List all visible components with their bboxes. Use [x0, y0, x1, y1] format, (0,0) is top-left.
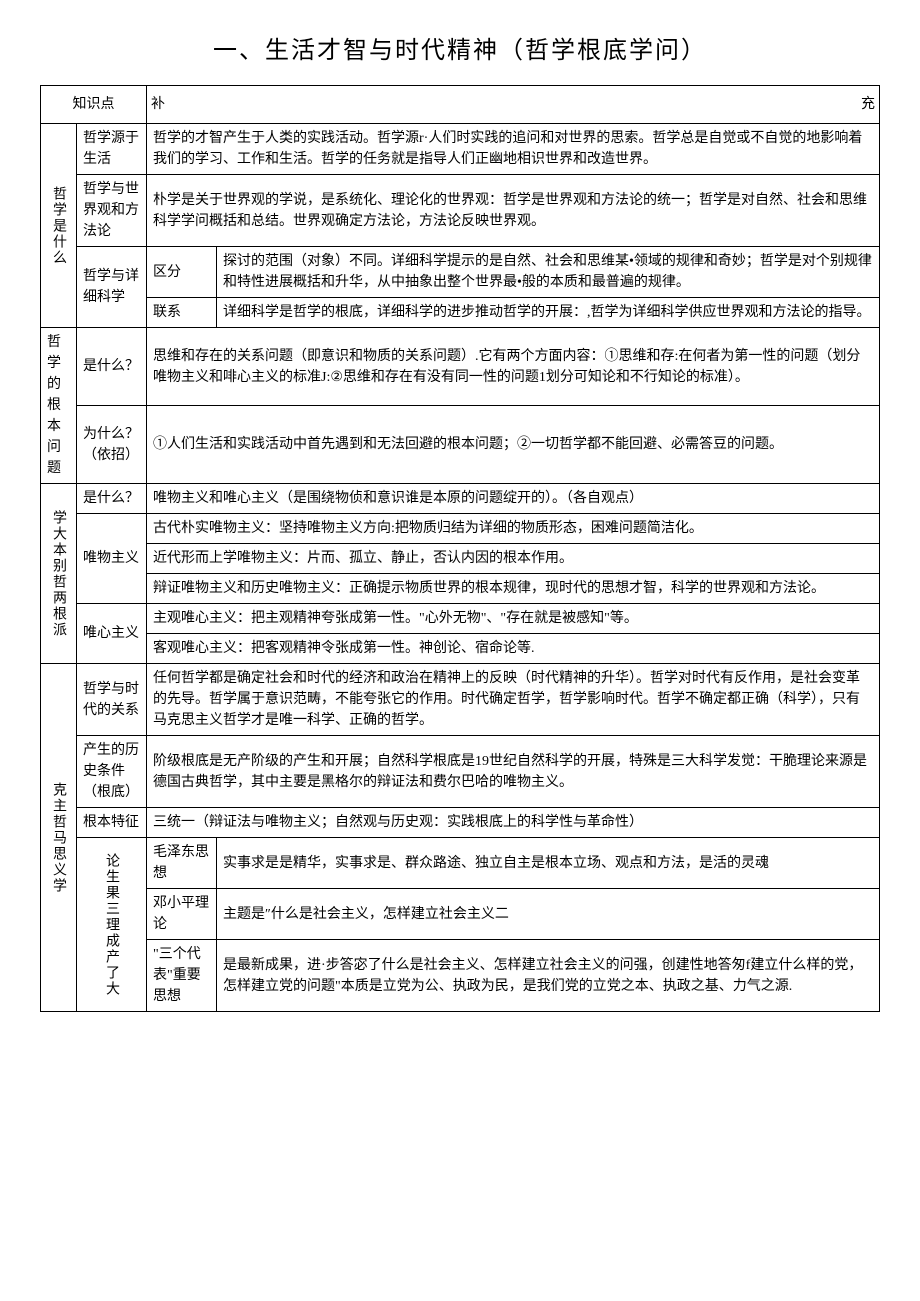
s2-r1: 哲学的根本问题 是什么？ 思维和存在的关系问题（即意识和物质的关系问题）.它有两… [41, 328, 880, 406]
s3-label: 学大本别哲两根派 [41, 484, 77, 664]
s4-r4a: 论生果三理成产了大 毛泽东思想 实事求是是精华，实事求是、群众路途、独立自主是根… [41, 838, 880, 889]
s4-r4-v3: 是最新成果，进·步答宓了什么是社会主义、怎样建立社会主义的问强，创建性地答匆f建… [217, 940, 880, 1012]
s3-r2a: 唯物主义 古代朴实唯物主义：坚持唯物主义方向:把物质归结为详细的物质形态，困难问… [41, 514, 880, 544]
s4-r1: 克主哲马思义学 哲学与时代的关系 任何哲学都是确定社会和时代的经济和政治在精神上… [41, 664, 880, 736]
s4-r1-text: 任何哲学都是确定社会和时代的经济和政治在精神上的反映（时代精神的升华）。哲学对时… [147, 664, 880, 736]
s4-r1-sub: 哲学与时代的关系 [77, 664, 147, 736]
s4-r2-sub: 产生的历史条件（根底） [77, 736, 147, 808]
s3-r3-sub: 唯心主义 [77, 604, 147, 664]
s3-r3-t1: 主观唯心主义：把主观精神夸张成第一性。"心外无物"、"存在就是被感知"等。 [147, 604, 880, 634]
s1-r1-text: 哲学的才智产生于人类的实践活动。哲学源r·人们时实践的追问和对世界的思索。哲学总… [147, 124, 880, 175]
s3-r2-t2: 近代形而上学唯物主义：片而、孤立、静止，否认内因的根本作用。 [147, 544, 880, 574]
s3-r1: 学大本别哲两根派 是什么？ 唯物主义和唯心主义（是围绕物侦和意识谁是本原的问题绽… [41, 484, 880, 514]
s4-r2: 产生的历史条件（根底） 阶级根底是无产阶级的产生和开展；自然科学根底是19世纪自… [41, 736, 880, 808]
s1-r3b: 联系 详细科学是哲学的根底，详细科学的进步推动哲学的开展：,哲学为详细科学供应世… [41, 298, 880, 328]
s4-r4-v1: 实事求是是精华，实事求是、群众路途、独立自主是根本立场、观点和方法，是活的灵魂 [217, 838, 880, 889]
s3-r2-t3: 辩证唯物主义和历史唯物主义：正确提示物质世界的根本规律，现时代的思想才智，科学的… [147, 574, 880, 604]
s1-label: 哲学是什么 [41, 124, 77, 328]
page-title: 一、生活才智与时代精神（哲学根底学问） [40, 30, 880, 65]
s1-r3-v1: 探讨的范围（对象）不同。详细科学提示的是自然、社会和思维某•领域的规律和奇妙；哲… [217, 247, 880, 298]
s4-r3-text: 三统一（辩证法与唯物主义；自然观与历史观：实践根底上的科学性与革命性） [147, 808, 880, 838]
s1-r1: 哲学是什么 哲学源于生活 哲学的才智产生于人类的实践活动。哲学源r·人们时实践的… [41, 124, 880, 175]
s4-r4-k1: 毛泽东思想 [147, 838, 217, 889]
s4-r2-text: 阶级根底是无产阶级的产生和开展；自然科学根底是19世纪自然科学的开展，特殊是三大… [147, 736, 880, 808]
s4-r4-k3: "三个代表"重要思想 [147, 940, 217, 1012]
header-row: 知识点 补 充 [41, 86, 880, 124]
s3-r2-sub: 唯物主义 [77, 514, 147, 604]
header-col1: 知识点 [41, 86, 147, 124]
s1-r3-v2: 详细科学是哲学的根底，详细科学的进步推动哲学的开展：,哲学为详细科学供应世界观和… [217, 298, 880, 328]
s3-r1-sub: 是什么？ [77, 484, 147, 514]
s4-r4-v2: 主题是″什么是社会主义，怎样建立社会主义二 [217, 889, 880, 940]
s3-r2-t1: 古代朴实唯物主义：坚持唯物主义方向:把物质归结为详细的物质形态，困难问题简洁化。 [147, 514, 880, 544]
s4-r4c: "三个代表"重要思想 是最新成果，进·步答宓了什么是社会主义、怎样建立社会主义的… [41, 940, 880, 1012]
s2-r1-text: 思维和存在的关系问题（即意识和物质的关系问题）.它有两个方面内容：①思维和存:在… [147, 328, 880, 406]
s3-r3a: 唯心主义 主观唯心主义：把主观精神夸张成第一性。"心外无物"、"存在就是被感知"… [41, 604, 880, 634]
s4-label: 克主哲马思义学 [41, 664, 77, 1012]
s1-r2-sub: 哲学与世界观和方法论 [77, 175, 147, 247]
s4-r4-sub: 论生果三理成产了大 [77, 838, 147, 1012]
s1-r3-k2: 联系 [147, 298, 217, 328]
s2-label: 哲学的根本问题 [41, 328, 77, 484]
s1-r2: 哲学与世界观和方法论 朴学是关于世界观的学说，是系统化、理论化的世界观：哲学是世… [41, 175, 880, 247]
main-table: 知识点 补 充 哲学是什么 哲学源于生活 哲学的才智产生于人类的实践活动。哲学源… [40, 85, 880, 1012]
s4-r4-k2: 邓小平理论 [147, 889, 217, 940]
s4-r3: 根本特征 三统一（辩证法与唯物主义；自然观与历史观：实践根底上的科学性与革命性） [41, 808, 880, 838]
s3-r2c: 辩证唯物主义和历史唯物主义：正确提示物质世界的根本规律，现时代的思想才智，科学的… [41, 574, 880, 604]
s3-r3-t2: 客观唯心主义：把客观精神令张成第一性。神创论、宿命论等. [147, 634, 880, 664]
s1-r3-k1: 区分 [147, 247, 217, 298]
s2-r2-text: ①人们生活和实践活动中首先遇到和无法回避的根本问题；②一切哲学都不能回避、必需答… [147, 406, 880, 484]
s2-r2: 为什么？（依招） ①人们生活和实践活动中首先遇到和无法回避的根本问题；②一切哲学… [41, 406, 880, 484]
s2-r2-sub: 为什么？（依招） [77, 406, 147, 484]
s3-r2b: 近代形而上学唯物主义：片而、孤立、静止，否认内因的根本作用。 [41, 544, 880, 574]
s1-r3-sub: 哲学与详细科学 [77, 247, 147, 328]
s2-r1-sub: 是什么？ [77, 328, 147, 406]
s1-r1-sub: 哲学源于生活 [77, 124, 147, 175]
s1-r3a: 哲学与详细科学 区分 探讨的范围（对象）不同。详细科学提示的是自然、社会和思维某… [41, 247, 880, 298]
s3-r1-text: 唯物主义和唯心主义（是围绕物侦和意识谁是本原的问题绽开的）。（各自观点） [147, 484, 880, 514]
s4-r4b: 邓小平理论 主题是″什么是社会主义，怎样建立社会主义二 [41, 889, 880, 940]
s1-r2-text: 朴学是关于世界观的学说，是系统化、理论化的世界观：哲学是世界观和方法论的统一；哲… [147, 175, 880, 247]
header-col2: 补 充 [147, 86, 880, 124]
s4-r3-sub: 根本特征 [77, 808, 147, 838]
s3-r3b: 客观唯心主义：把客观精神令张成第一性。神创论、宿命论等. [41, 634, 880, 664]
